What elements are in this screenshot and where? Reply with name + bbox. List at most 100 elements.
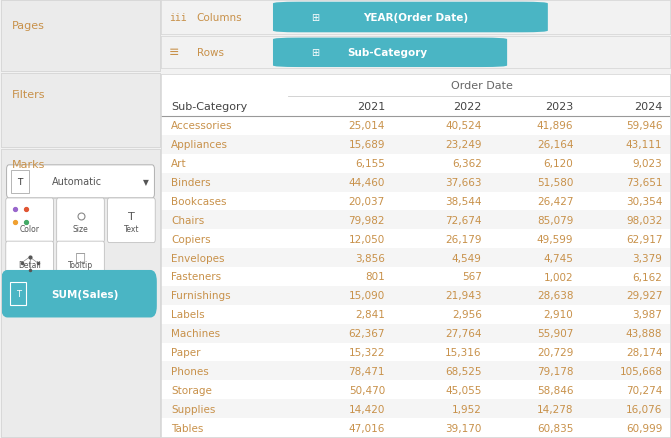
Text: 4,745: 4,745 <box>544 253 573 263</box>
Text: 6,162: 6,162 <box>633 272 662 282</box>
Bar <box>161 286 670 305</box>
Bar <box>161 324 670 343</box>
Text: Chairs: Chairs <box>171 215 205 225</box>
Text: Copiers: Copiers <box>171 234 211 244</box>
Text: Storage: Storage <box>171 385 212 395</box>
Text: Marks: Marks <box>12 160 46 170</box>
Text: 23,249: 23,249 <box>445 140 482 150</box>
Text: 72,674: 72,674 <box>445 215 482 225</box>
Text: SUM(Sales): SUM(Sales) <box>52 289 119 299</box>
Text: 58,846: 58,846 <box>537 385 573 395</box>
Bar <box>161 362 670 381</box>
Text: Rows: Rows <box>197 48 223 58</box>
Text: Binders: Binders <box>171 178 211 187</box>
Text: 78,471: 78,471 <box>348 366 385 376</box>
Text: 1,002: 1,002 <box>544 272 573 282</box>
Text: 15,090: 15,090 <box>349 291 385 301</box>
Text: 3,856: 3,856 <box>355 253 385 263</box>
Text: 6,362: 6,362 <box>452 159 482 169</box>
Text: 567: 567 <box>462 272 482 282</box>
Text: 51,580: 51,580 <box>537 178 573 187</box>
Text: Order Date: Order Date <box>451 81 513 91</box>
Text: 44,460: 44,460 <box>349 178 385 187</box>
Text: 2021: 2021 <box>357 102 385 112</box>
Text: 27,764: 27,764 <box>445 328 482 339</box>
Text: Envelopes: Envelopes <box>171 253 225 263</box>
Text: 25,014: 25,014 <box>349 121 385 131</box>
Text: 26,164: 26,164 <box>537 140 573 150</box>
Text: 38,544: 38,544 <box>445 197 482 206</box>
Text: 79,178: 79,178 <box>537 366 573 376</box>
FancyBboxPatch shape <box>6 242 54 278</box>
Text: 85,079: 85,079 <box>537 215 573 225</box>
Text: Fasteners: Fasteners <box>171 272 221 282</box>
Bar <box>161 211 670 230</box>
Text: 39,170: 39,170 <box>446 423 482 433</box>
Text: 50,470: 50,470 <box>349 385 385 395</box>
Text: Text: Text <box>123 225 139 233</box>
Text: Bookcases: Bookcases <box>171 197 227 206</box>
Text: 15,316: 15,316 <box>445 347 482 357</box>
Text: Detail: Detail <box>18 260 41 269</box>
Text: 62,917: 62,917 <box>626 234 662 244</box>
Bar <box>161 399 670 418</box>
Text: Size: Size <box>72 225 89 233</box>
FancyBboxPatch shape <box>7 166 154 198</box>
Bar <box>161 173 670 192</box>
Text: Sub-Category: Sub-Category <box>171 102 248 112</box>
FancyBboxPatch shape <box>273 3 548 33</box>
Text: 41,896: 41,896 <box>537 121 573 131</box>
Text: Accessories: Accessories <box>171 121 233 131</box>
FancyBboxPatch shape <box>6 198 54 243</box>
Text: T: T <box>128 211 135 221</box>
Bar <box>161 136 670 155</box>
FancyBboxPatch shape <box>56 198 105 243</box>
Text: 28,174: 28,174 <box>626 347 662 357</box>
Text: 70,274: 70,274 <box>626 385 662 395</box>
Text: 2,956: 2,956 <box>452 310 482 320</box>
Text: 2,910: 2,910 <box>544 310 573 320</box>
Text: 21,943: 21,943 <box>445 291 482 301</box>
Text: 40,524: 40,524 <box>446 121 482 131</box>
Text: 26,427: 26,427 <box>537 197 573 206</box>
Text: 14,278: 14,278 <box>537 404 573 414</box>
Text: 6,155: 6,155 <box>355 159 385 169</box>
Text: YEAR(Order Date): YEAR(Order Date) <box>363 13 468 23</box>
Text: 45,055: 45,055 <box>446 385 482 395</box>
Text: T: T <box>15 290 21 298</box>
Text: ▼: ▼ <box>143 177 149 186</box>
Text: 2023: 2023 <box>545 102 573 112</box>
Text: T: T <box>17 177 23 186</box>
Text: Sub-Category: Sub-Category <box>348 48 427 58</box>
Text: ☐: ☐ <box>75 252 86 265</box>
Text: Pages: Pages <box>12 21 45 31</box>
FancyBboxPatch shape <box>11 171 29 193</box>
Text: 28,638: 28,638 <box>537 291 573 301</box>
Text: Supplies: Supplies <box>171 404 215 414</box>
Text: 14,420: 14,420 <box>349 404 385 414</box>
Text: Color: Color <box>19 225 40 233</box>
Text: 26,179: 26,179 <box>445 234 482 244</box>
Text: 15,322: 15,322 <box>348 347 385 357</box>
Text: 20,729: 20,729 <box>537 347 573 357</box>
Text: 20,037: 20,037 <box>349 197 385 206</box>
Text: 60,835: 60,835 <box>537 423 573 433</box>
Text: Machines: Machines <box>171 328 220 339</box>
Text: Furnishings: Furnishings <box>171 291 231 301</box>
Text: Filters: Filters <box>12 89 46 99</box>
Text: 2024: 2024 <box>634 102 662 112</box>
Text: 49,599: 49,599 <box>537 234 573 244</box>
Text: ≡: ≡ <box>168 46 179 60</box>
Text: 12,050: 12,050 <box>349 234 385 244</box>
Text: 60,999: 60,999 <box>626 423 662 433</box>
Text: Columns: Columns <box>197 13 242 23</box>
Text: 9,023: 9,023 <box>633 159 662 169</box>
Text: 37,663: 37,663 <box>445 178 482 187</box>
Text: Tables: Tables <box>171 423 203 433</box>
Text: 801: 801 <box>365 272 385 282</box>
Text: 62,367: 62,367 <box>348 328 385 339</box>
Text: Phones: Phones <box>171 366 209 376</box>
FancyBboxPatch shape <box>56 242 105 278</box>
Text: 6,120: 6,120 <box>544 159 573 169</box>
Text: 30,354: 30,354 <box>626 197 662 206</box>
